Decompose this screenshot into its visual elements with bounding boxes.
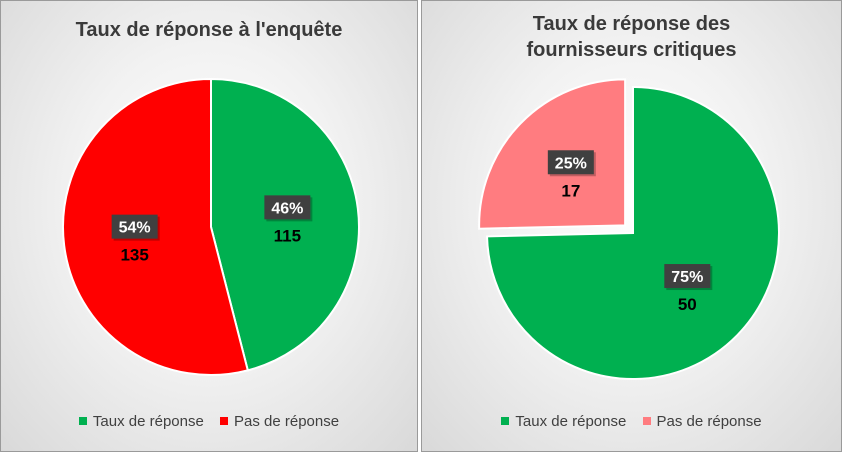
legend-item-no-response: Pas de réponse [220, 413, 339, 430]
chart-title: Taux de réponse à l'enquête [75, 19, 343, 41]
percent-label: 46% [271, 200, 303, 217]
value-label: 115 [274, 226, 301, 245]
legend-item-response: Taux de réponse [78, 413, 204, 430]
pie-chart-survey-response: Taux de réponse à l'enquête 46% 115 54% 135… [0, 0, 418, 452]
chart-legend: Taux de réponse Pas de réponse [422, 413, 841, 430]
value-label: 50 [678, 295, 697, 314]
value-label: 135 [120, 246, 148, 265]
slice-data-label: 54% 135 [111, 214, 160, 265]
percent-label: 25% [555, 155, 587, 172]
legend-item-no-response: Pas de réponse [642, 413, 762, 430]
percent-label-box [547, 150, 594, 175]
chart-title: Taux de réponse des fournisseurs critiqu… [526, 13, 737, 61]
percent-label-box [664, 264, 711, 289]
percent-label: 75% [671, 269, 703, 286]
slice-data-label: 25% 17 [547, 150, 596, 200]
pie-chart-critical-suppliers: Taux de réponse des fournisseurs critiqu… [421, 0, 842, 452]
slice-data-label: 46% 115 [264, 195, 313, 245]
value-label: 17 [561, 181, 580, 200]
percent-label-box [264, 195, 311, 220]
percent-label: 54% [119, 220, 151, 237]
pie-slice [486, 85, 780, 380]
legend-item-response: Taux de réponse [501, 413, 626, 430]
chart-legend: Taux de réponse Pas de réponse [1, 413, 417, 430]
pie-slice [210, 77, 360, 372]
pie-plot: 75% 50 25% 17 [478, 78, 780, 380]
slice-data-label: 75% 50 [664, 264, 713, 314]
pie-plot: 46% 115 54% 135 [62, 77, 360, 376]
percent-label-box [111, 214, 158, 239]
